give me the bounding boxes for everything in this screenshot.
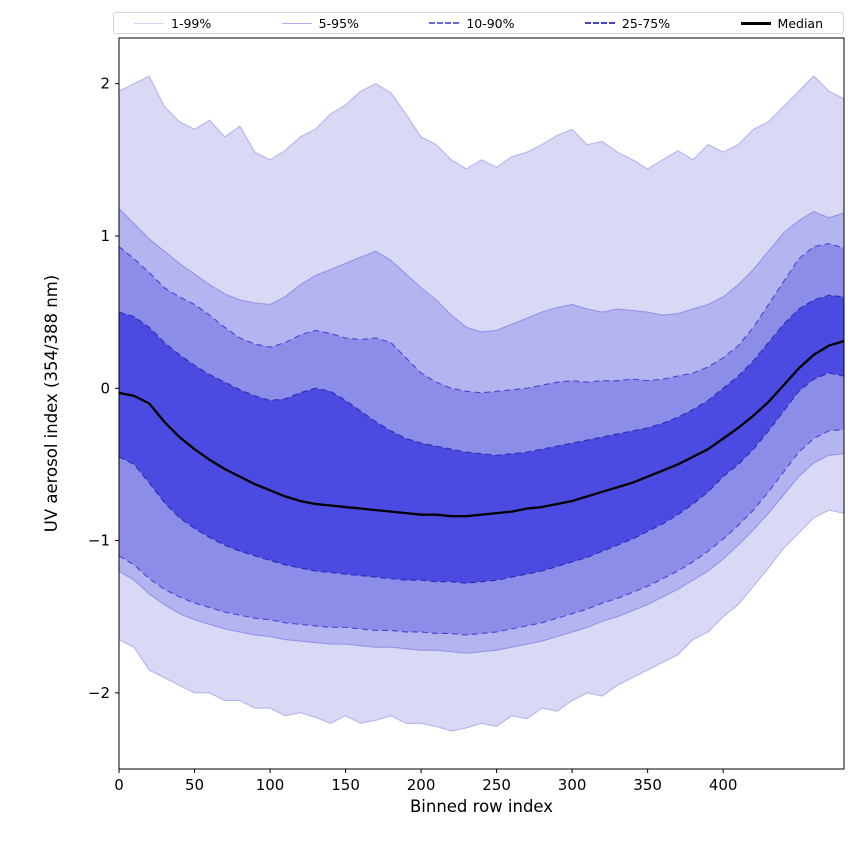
band-edge-10-90%-lower xyxy=(118,428,845,636)
band-edge-5-95%-upper xyxy=(118,208,845,333)
legend-line-sample-median xyxy=(740,21,771,25)
x-tick-label: 0 xyxy=(114,776,124,794)
x-tick-label: 50 xyxy=(185,776,204,794)
legend-label: 25-75% xyxy=(621,15,671,31)
y-tick-label: −2 xyxy=(88,684,110,702)
legend-entry-25-75: 25-75% xyxy=(584,15,671,31)
x-tick-label: 150 xyxy=(331,776,360,794)
y-tick-label: −1 xyxy=(88,532,110,550)
x-tick-label: 100 xyxy=(256,776,285,794)
legend-line-sample-25-75 xyxy=(584,22,615,24)
legend-line-sample-1-99 xyxy=(134,22,164,24)
band-edge-25-75%-lower xyxy=(118,372,845,584)
legend-line-sample-10-90 xyxy=(429,22,460,24)
median-line xyxy=(118,339,845,518)
y-tick-label: 1 xyxy=(100,227,110,245)
legend-line-sample-5-95 xyxy=(281,22,312,24)
band-edge-10-90%-upper xyxy=(118,243,845,394)
band-edge-1-99%-lower xyxy=(118,509,845,732)
legend-entry-1-99: 1-99% xyxy=(134,16,211,31)
x-tick-label: 400 xyxy=(709,776,738,794)
y-tick-label: 0 xyxy=(100,379,110,397)
band-edge-25-75%-upper xyxy=(118,294,845,456)
x-tick-label: 250 xyxy=(482,776,511,794)
percentile-band-25-75% xyxy=(119,295,844,584)
axes-spines xyxy=(118,37,845,770)
legend-label: Median xyxy=(777,15,823,31)
y-axis-label: UV aerosol index (354/388 nm) xyxy=(42,275,61,533)
y-tick-label: 2 xyxy=(100,75,110,93)
legend-label: 10-90% xyxy=(466,15,515,31)
x-tick-label: 300 xyxy=(558,776,587,794)
legend: 1-99% 5-95% 10-90% 25-75% Median xyxy=(113,12,844,34)
legend-label: 1-99% xyxy=(171,15,212,31)
legend-entry-10-90: 10-90% xyxy=(429,15,515,31)
band-edge-1-99%-upper xyxy=(118,75,845,170)
x-axis-label: Binned row index xyxy=(410,797,553,816)
legend-entry-5-95: 5-95% xyxy=(281,15,359,31)
band-edge-5-95%-lower xyxy=(118,453,845,654)
legend-label: 5-95% xyxy=(318,15,359,31)
x-tick-label: 350 xyxy=(633,776,662,794)
legend-entry-median: Median xyxy=(740,15,823,31)
x-tick-label: 200 xyxy=(407,776,436,794)
